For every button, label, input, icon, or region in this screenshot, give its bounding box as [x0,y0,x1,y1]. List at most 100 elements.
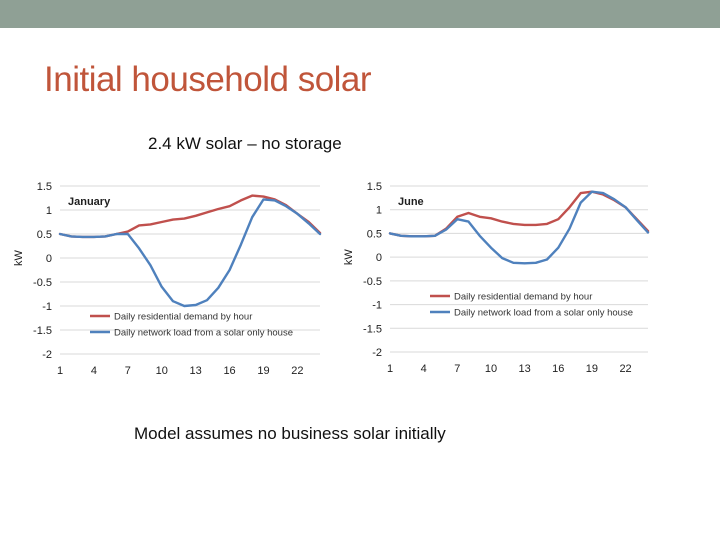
data-point [239,243,242,246]
data-point [512,223,515,225]
data-point [273,199,276,202]
legend-label: Daily residential demand by hour [114,312,252,323]
data-point [149,223,152,226]
slide-subtitle: 2.4 kW solar – no storage [148,134,342,153]
data-point [557,246,560,249]
data-point [523,262,526,265]
y-tick-label: -1 [42,301,52,313]
data-point [456,218,459,221]
data-point [579,192,582,195]
x-tick-label: 1 [387,363,393,375]
top-accent-bar [0,0,720,28]
y-tick-label: -0.5 [33,277,52,289]
january-chart: 1.5 1 0.5 0 -0.5 -1 -1.5 -2 1 4 7 10 13 16 19 22 kW Janua… [13,181,322,377]
y-tick-label: 1.5 [37,181,52,193]
data-point [138,247,141,250]
y-tick-label: 0.5 [367,228,382,240]
y-tick-label: -2 [42,349,52,361]
data-point [138,224,141,227]
data-point [467,212,470,214]
y-tick-label: -1.5 [33,325,52,337]
data-point [557,218,560,221]
data-point [194,304,197,306]
data-point [228,205,231,208]
y-tick-label: 0.5 [37,229,52,241]
data-point [433,234,436,237]
slide-title: Initial household solar [44,60,372,99]
data-point [579,201,582,204]
data-point [546,223,548,225]
x-tick-label: 1 [57,365,63,377]
series-line-0 [388,190,650,238]
data-point [490,217,492,220]
data-point [501,257,504,259]
data-point [512,261,515,264]
y-axis-label: kW [13,249,25,266]
data-point [490,246,492,249]
y-tick-label: -2 [372,347,382,359]
series-line-1 [58,198,322,308]
data-point [591,190,593,193]
legend-label: Daily network load from a solar only hou… [114,328,293,339]
data-point [251,216,254,219]
x-tick-label: 7 [454,363,460,375]
data-point [172,300,174,303]
y-tick-label: -0.5 [363,276,382,288]
x-tick-label: 16 [552,363,564,375]
data-point [467,220,470,223]
data-point [546,258,548,261]
y-tick-label: -1.5 [363,323,382,335]
data-point [59,233,61,235]
data-point [149,264,152,267]
x-tick-label: 13 [518,363,530,375]
data-point [160,285,163,288]
data-point [217,208,220,210]
x-tick-label: 19 [586,363,598,375]
data-point [206,299,208,302]
data-point [194,214,197,217]
data-point [126,233,129,235]
data-point [624,206,627,209]
y-tick-label: 1 [46,205,52,217]
data-point [228,269,231,271]
data-point [262,195,265,198]
data-point [523,223,526,226]
data-point [262,198,265,201]
x-tick-label: 10 [485,363,497,375]
x-tick-label: 13 [190,365,202,377]
series-line-1 [388,190,650,265]
data-point [70,235,73,238]
x-tick-label: 19 [257,365,269,377]
data-point [411,235,414,238]
y-tick-label: 1 [376,205,382,217]
data-point [160,221,163,223]
data-point [104,235,107,238]
y-tick-label: -1 [372,300,382,312]
data-point [251,194,254,197]
data-point [217,286,220,289]
data-point [534,223,537,226]
data-point [501,220,504,223]
data-point [115,233,118,235]
data-point [445,228,447,231]
y-tick-label: 1.5 [367,181,382,193]
data-point [389,232,391,235]
legend-label: Daily network load from a solar only hou… [454,308,633,319]
slide-footnote: Model assumes no business solar initiall… [134,424,446,443]
data-point [307,222,310,225]
data-point [602,192,605,195]
data-point [285,205,287,208]
data-point [422,235,425,238]
data-point [319,233,321,235]
x-tick-label: 4 [91,365,97,377]
data-point [206,211,208,214]
x-tick-label: 22 [619,363,631,375]
data-point [478,215,481,218]
data-point [568,206,571,209]
x-tick-label: 7 [125,365,131,377]
data-point [81,235,84,238]
x-tick-label: 10 [156,365,168,377]
y-tick-label: 0 [376,252,382,264]
x-tick-label: 22 [291,365,303,377]
data-point [183,217,186,220]
